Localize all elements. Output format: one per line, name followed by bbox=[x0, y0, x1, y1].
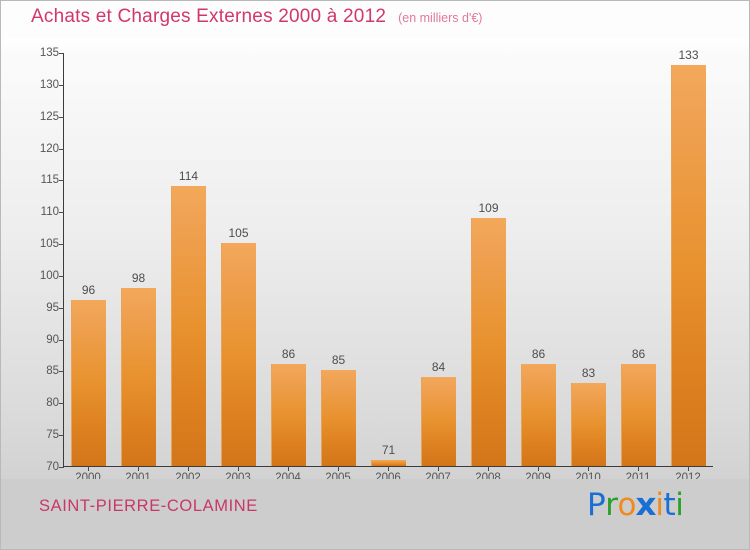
bar-value-label: 96 bbox=[81, 283, 96, 298]
y-axis-tick-label: 130 bbox=[39, 78, 59, 91]
page-title: Achats et Charges Externes 2000 à 2012 bbox=[31, 6, 387, 27]
bar-value-label: 114 bbox=[178, 168, 199, 183]
y-axis-tick-label: 135 bbox=[39, 47, 59, 59]
y-axis-tick bbox=[59, 339, 64, 341]
bar-slot: 86 2009 bbox=[513, 53, 563, 484]
y-axis-tick bbox=[59, 212, 64, 214]
bar-slot: 105 2003 bbox=[213, 53, 263, 484]
y-axis-tick bbox=[59, 84, 64, 86]
bar-value-label: 86 bbox=[281, 347, 296, 362]
x-axis-tick bbox=[688, 466, 689, 471]
bar[interactable]: 96 bbox=[70, 283, 106, 466]
title-group: Achats et Charges Externes 2000 à 2012 (… bbox=[31, 6, 482, 28]
y-axis-tick bbox=[59, 275, 64, 277]
bar-slot: 114 2002 bbox=[163, 53, 213, 484]
bar[interactable]: 98 bbox=[120, 271, 156, 466]
bar-slot: 85 2005 bbox=[313, 53, 363, 484]
bar[interactable]: 105 bbox=[220, 226, 256, 466]
x-axis-tick bbox=[238, 466, 239, 471]
y-axis-tick bbox=[59, 116, 64, 118]
bar-slot: 71 2006 bbox=[363, 53, 413, 484]
proxiti-logo[interactable]: Proxiti bbox=[587, 487, 684, 523]
bar-slot: 109 2008 bbox=[463, 53, 513, 484]
bar[interactable]: 133 bbox=[670, 48, 706, 466]
y-axis-tick-label: 95 bbox=[46, 301, 59, 314]
bar-value-label: 86 bbox=[631, 347, 646, 362]
x-axis-tick bbox=[88, 466, 89, 471]
logo-letter: t bbox=[663, 487, 676, 523]
logo-letter: r bbox=[605, 487, 618, 523]
bar[interactable]: 83 bbox=[570, 366, 606, 466]
bar[interactable]: 85 bbox=[320, 353, 356, 466]
bar-value-label: 109 bbox=[478, 200, 499, 215]
y-axis-tick-label: 80 bbox=[46, 397, 59, 410]
y-axis-tick-label: 110 bbox=[40, 206, 59, 219]
y-axis-tick bbox=[59, 307, 64, 309]
y-axis-tick bbox=[59, 467, 64, 468]
bar-slot: 98 2001 bbox=[113, 53, 163, 484]
y-axis-tick bbox=[59, 148, 64, 150]
logo-letter: o bbox=[617, 487, 636, 523]
bar[interactable]: 71 bbox=[370, 443, 406, 466]
y-axis-line bbox=[63, 53, 64, 467]
x-axis-tick bbox=[188, 466, 189, 471]
y-axis-tick bbox=[59, 371, 64, 373]
bar-slot: 133 2012 bbox=[663, 48, 713, 484]
bar-value-label: 98 bbox=[131, 270, 146, 285]
bar[interactable]: 84 bbox=[420, 360, 456, 466]
y-axis-tick-label: 120 bbox=[39, 142, 59, 155]
chart-header: Achats et Charges Externes 2000 à 2012 (… bbox=[1, 1, 749, 39]
y-axis-tick-label: 75 bbox=[46, 429, 59, 442]
bar-slot: 84 2007 bbox=[413, 53, 463, 484]
bar-slot: 83 2010 bbox=[563, 53, 613, 484]
y-axis-tick bbox=[59, 180, 64, 182]
x-axis-tick bbox=[138, 466, 139, 471]
y-axis-tick-label: 100 bbox=[39, 269, 59, 282]
bar-value-label: 133 bbox=[678, 47, 699, 62]
x-axis-tick bbox=[388, 466, 389, 471]
x-axis-tick bbox=[488, 466, 489, 471]
x-axis-tick bbox=[538, 466, 539, 471]
bar-value-label: 86 bbox=[531, 347, 546, 362]
x-axis-tick bbox=[638, 466, 639, 471]
logo-letter: i bbox=[675, 487, 684, 523]
y-axis-tick bbox=[59, 53, 64, 54]
y-axis-tick-label: 125 bbox=[39, 110, 59, 123]
bar[interactable]: 86 bbox=[270, 347, 306, 466]
y-axis-tick bbox=[59, 244, 64, 246]
logo-letter: P bbox=[587, 487, 606, 523]
bar-value-label: 83 bbox=[581, 366, 596, 381]
logo-letter: i bbox=[655, 487, 664, 523]
bar-slot: 86 2011 bbox=[613, 53, 663, 484]
x-axis-tick bbox=[288, 466, 289, 471]
x-axis-tick bbox=[338, 466, 339, 471]
y-axis-tick-label: 70 bbox=[46, 461, 59, 473]
bar-slot: 86 2004 bbox=[263, 53, 313, 484]
y-axis-tick-label: 105 bbox=[39, 238, 59, 251]
chart-footer: SAINT-PIERRE-COLAMINE Proxiti bbox=[1, 479, 749, 549]
y-axis-tick bbox=[59, 435, 64, 437]
bar[interactable]: 86 bbox=[620, 347, 656, 466]
plot-area: 70 75 80 85 90 95 100 105 110 115 120 125 130 135 96 2… bbox=[40, 47, 713, 484]
y-axis-tick-label: 90 bbox=[46, 333, 59, 346]
bar-value-label: 85 bbox=[331, 353, 346, 368]
bar-value-label: 84 bbox=[431, 359, 446, 374]
y-axis-tick bbox=[59, 403, 64, 405]
bar-slot: 96 2000 bbox=[63, 53, 113, 484]
y-axis-tick-label: 85 bbox=[46, 365, 59, 378]
x-axis-tick bbox=[438, 466, 439, 471]
plot-background: 70 75 80 85 90 95 100 105 110 115 120 125 130 135 96 2… bbox=[1, 39, 749, 484]
y-axis-tick-label: 115 bbox=[40, 174, 59, 187]
bar-value-label: 71 bbox=[381, 442, 396, 457]
commune-name: SAINT-PIERRE-COLAMINE bbox=[39, 497, 258, 515]
x-axis-tick bbox=[588, 466, 589, 471]
bar[interactable]: 109 bbox=[470, 201, 506, 466]
bar-value-label: 105 bbox=[228, 226, 249, 241]
bar[interactable]: 86 bbox=[520, 347, 556, 466]
chart-units-subtitle: (en milliers d'€) bbox=[398, 11, 483, 25]
bar[interactable]: 114 bbox=[170, 169, 206, 466]
logo-letter: x bbox=[635, 487, 656, 523]
